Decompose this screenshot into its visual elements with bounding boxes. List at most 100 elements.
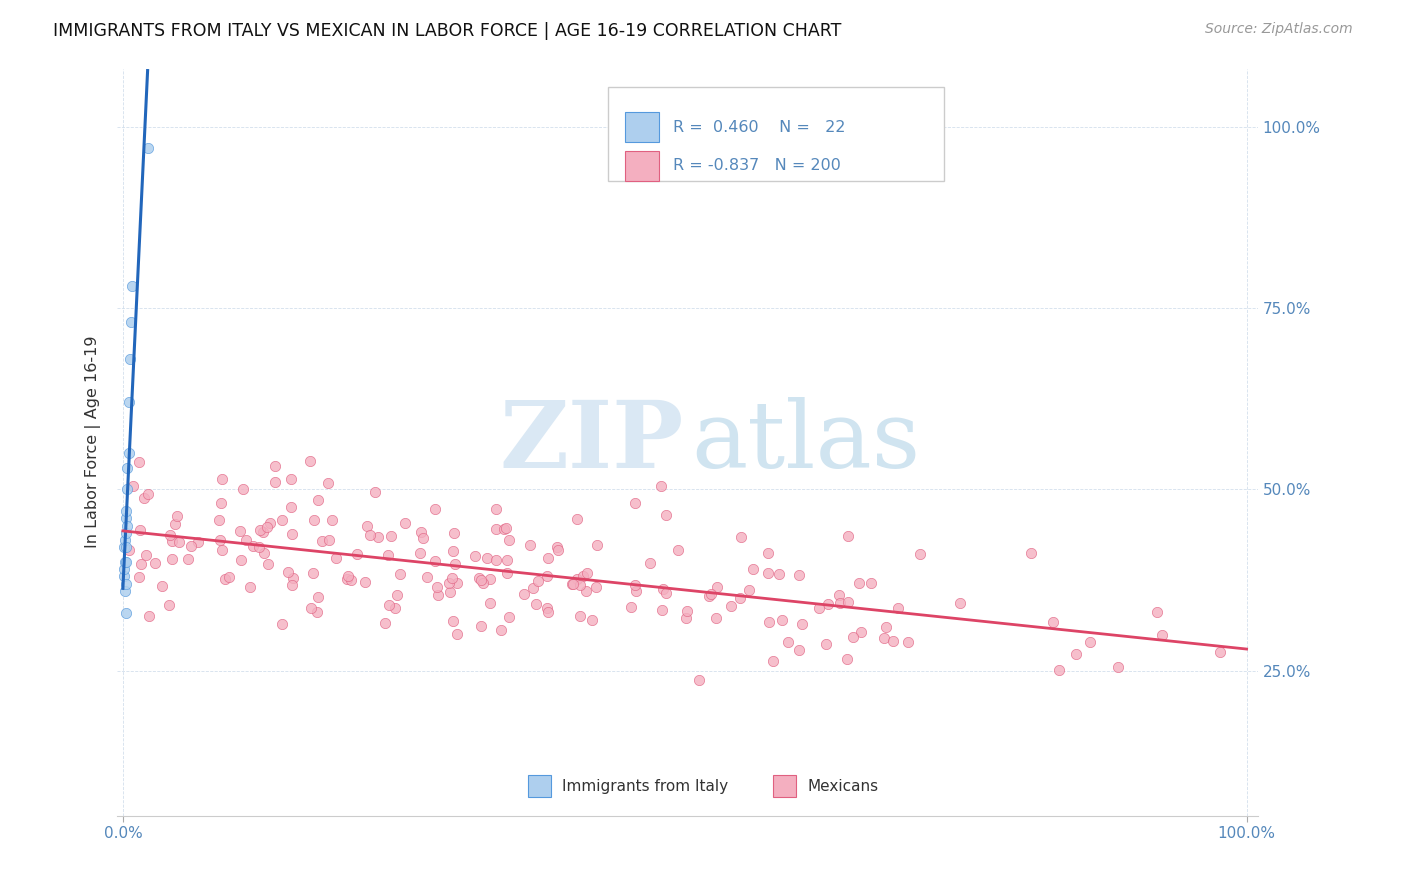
Point — [835, 652, 858, 666]
Point — [851, 625, 873, 640]
Point — [441, 614, 464, 628]
Point — [232, 483, 254, 497]
Point — [134, 491, 156, 506]
Point — [307, 605, 329, 619]
Point — [409, 524, 432, 539]
Point — [229, 553, 252, 567]
Point — [730, 530, 752, 544]
Point — [281, 578, 304, 592]
Point — [772, 613, 794, 627]
Point — [280, 500, 302, 515]
Point — [318, 533, 340, 548]
Point — [758, 615, 780, 629]
Point — [756, 546, 779, 560]
Point — [235, 533, 257, 547]
Point — [522, 582, 544, 596]
Point — [860, 575, 883, 590]
Point — [239, 580, 262, 594]
Point — [353, 575, 375, 590]
Point — [561, 577, 583, 591]
Point — [513, 587, 536, 601]
Point — [211, 542, 233, 557]
Point — [247, 540, 270, 554]
Point — [817, 598, 839, 612]
Point — [427, 588, 450, 602]
Point — [524, 597, 547, 611]
Point — [118, 351, 141, 366]
Point — [485, 522, 508, 536]
Point — [479, 573, 502, 587]
Point — [115, 504, 138, 518]
Point — [464, 549, 486, 563]
Point — [114, 584, 136, 599]
Text: R =  0.460    N =   22: R = 0.460 N = 22 — [672, 120, 845, 135]
Point — [339, 573, 361, 587]
Point — [128, 570, 150, 584]
Point — [166, 508, 188, 523]
Point — [157, 598, 180, 612]
Point — [568, 578, 591, 592]
Point — [112, 569, 135, 583]
Point — [114, 555, 136, 569]
Point — [177, 552, 200, 566]
Point — [468, 571, 491, 585]
Point — [567, 572, 589, 586]
Point — [117, 518, 139, 533]
Point — [704, 611, 727, 625]
Point — [209, 533, 232, 547]
Point — [122, 479, 145, 493]
Point — [307, 590, 329, 604]
Point — [229, 524, 252, 538]
Point — [252, 525, 274, 540]
Point — [519, 538, 541, 552]
Point — [115, 555, 138, 569]
Point — [423, 554, 446, 568]
Point — [787, 643, 810, 657]
Point — [249, 523, 271, 537]
Point — [949, 596, 972, 610]
Point — [706, 581, 728, 595]
Point — [325, 550, 347, 565]
Point — [211, 472, 233, 486]
Text: Immigrants from Italy: Immigrants from Italy — [562, 779, 728, 794]
Point — [638, 557, 661, 571]
Point — [114, 533, 136, 548]
Point — [1107, 660, 1129, 674]
Point — [498, 533, 520, 547]
Point — [385, 588, 408, 602]
Point — [120, 316, 142, 330]
Point — [346, 548, 368, 562]
Point — [367, 530, 389, 544]
Point — [768, 567, 790, 582]
Point — [394, 516, 416, 531]
Point — [537, 550, 560, 565]
Point — [437, 575, 460, 590]
Point — [208, 513, 231, 527]
Point — [675, 604, 697, 618]
Point — [131, 558, 153, 572]
Point — [117, 446, 139, 460]
Point — [316, 476, 339, 491]
Bar — [624, 112, 659, 142]
Point — [620, 600, 643, 615]
Point — [841, 630, 863, 644]
Point — [575, 583, 598, 598]
Point — [363, 484, 385, 499]
Point — [537, 605, 560, 619]
Point — [565, 511, 588, 525]
Point — [374, 616, 396, 631]
Point — [720, 599, 742, 613]
Point — [446, 626, 468, 640]
Point — [356, 519, 378, 533]
Point — [167, 535, 190, 549]
Point — [498, 610, 520, 624]
Point — [263, 458, 285, 473]
Point — [443, 525, 465, 540]
Point — [581, 613, 603, 627]
Point — [688, 673, 710, 687]
Point — [741, 562, 763, 576]
Point — [568, 609, 591, 624]
Point — [837, 528, 859, 542]
Point — [536, 569, 558, 583]
Point — [281, 526, 304, 541]
